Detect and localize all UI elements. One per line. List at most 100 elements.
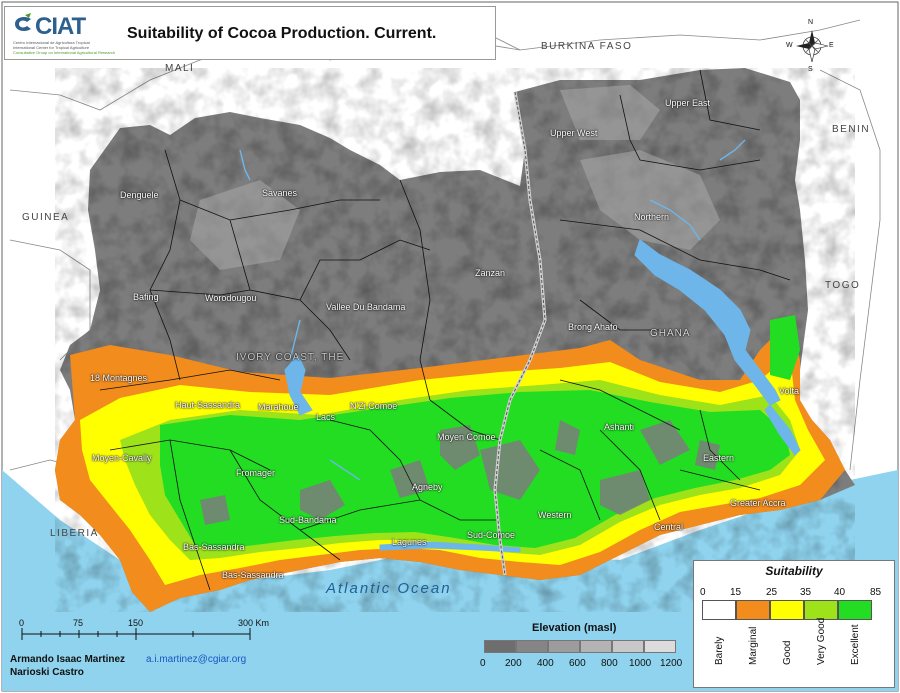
elevation-swatch-2 [548,640,580,653]
country-liberia: LIBERIA [50,528,99,539]
country-guinea: GUINEA [22,212,70,223]
region-upper-west: Upper West [550,128,598,138]
title-panel: CIAT Centro Internacional de Agricultura… [4,6,496,60]
suitability-legend-title: Suitability [765,564,823,578]
region-bas-sassandra-2: Bas-Sassandra [222,570,284,580]
suitability-legend: Suitability 0 15 25 35 40 85 Barely Marg… [693,560,895,688]
author-2: Narioski Castro [10,667,84,678]
region-lagunes: Lagunes [392,537,427,547]
zone-excellent-east [770,315,800,380]
elevation-break-200: 200 [505,658,522,669]
elevation-break-1000: 1000 [629,658,652,669]
region-worodougou: Worodougou [205,293,257,303]
coastal-lagoon [379,541,521,553]
region-agneby: Agneby [412,482,443,492]
suitability-class-good: Good [782,640,793,665]
region-greater-accra: Greater Accra [730,498,786,508]
elevation-swatch-4 [612,640,644,653]
suitability-swatch-excellent [838,600,872,620]
region-sud-bandama: Sud-Bandama [279,515,337,525]
suitability-break-25: 25 [766,587,778,598]
region-haut-sassandra: Haut-Sassandra [175,400,241,410]
region-sud-comoe: Sud-Comoe [467,530,516,540]
country-burkina-faso: BURKINA FASO [541,41,633,52]
region-brong-ahafo: Brong Ahafo [568,322,618,332]
region-fromager: Fromager [236,468,276,478]
suitability-zones [55,315,845,612]
elevation-swatch-0 [484,640,516,653]
suitability-break-0: 0 [700,587,706,598]
suitability-class-excellent: Excellent [850,624,861,665]
suitability-break-35: 35 [800,587,812,598]
region-nzi-comoe: N'Zi Comoe [350,401,398,411]
region-18-montagnes: 18 Montagnes [90,373,148,383]
region-moyen-comoe: Moyen Comoe [437,432,496,442]
author-email-link[interactable]: a.i.martinez@cgiar.org [146,654,247,665]
region-central: Central [654,522,684,532]
suitability-break-15: 15 [730,587,742,598]
logo-line-3: Consultative Group on International Agri… [13,50,116,55]
region-northern: Northern [634,212,670,222]
region-upper-east: Upper East [665,98,711,108]
compass-n: N [808,19,814,26]
north-arrow [796,30,829,63]
region-volta: Volta [779,386,800,396]
elevation-swatch-3 [580,640,612,653]
compass-s: S [808,66,813,73]
region-vallee-du-bandama: Vallee Du Bandama [326,302,406,312]
elevation-swatch-1 [516,640,548,653]
atlantic-ocean [2,470,898,691]
suitability-break-40: 40 [834,587,846,598]
logo-line-1: Centro Internacional de Agricultura Trop… [13,40,90,45]
suitability-class-marginal: Marginal [748,626,759,665]
region-bas-sassandra-1: Bas-Sassandra [183,542,245,552]
country-togo: TOGO [825,280,861,291]
country-ivory-coast: IVORY COAST, THE [236,352,345,363]
elevation-break-400: 400 [537,658,554,669]
elevation-break-0: 0 [480,658,486,669]
region-ashanti: Ashanti [604,422,635,432]
region-savanes: Savanes [262,188,298,198]
suitability-swatch-good [770,600,804,620]
elevation-legend-title: Elevation (masl) [532,622,617,634]
suitability-class-barely: Barely [714,636,725,665]
country-mali: MALI [165,63,195,74]
suitability-swatch-marginal [736,600,770,620]
region-denguele: Denguele [120,190,159,200]
ocean-label: Atlantic Ocean [326,580,452,597]
region-zanzan: Zanzan [475,268,506,278]
compass-w: W [786,42,793,49]
region-lacs: Lacs [316,412,336,422]
country-benin: BENIN [832,124,871,135]
elevation-break-1200: 1200 [660,658,683,669]
scale-bar [21,628,251,640]
region-western: Western [538,510,572,520]
lower-volta [764,404,801,456]
scale-tick-300: 300 Km [238,618,270,628]
author-1: Armando Isaac Martinez [10,654,126,665]
lake-kossou [284,354,313,416]
map-title: Suitability of Cocoa Production. Current… [127,25,437,42]
elevation-break-800: 800 [601,658,618,669]
compass-e: E [829,42,834,49]
region-marahoue: Marahoue [258,402,299,412]
lake-volta [634,239,781,406]
suitability-class-very-good: Very Good [816,617,827,665]
suitability-break-85: 85 [870,587,882,598]
scale-tick-150: 150 [128,618,144,628]
region-eastern: Eastern [703,453,735,463]
country-ghana: GHANA [650,328,691,339]
logo-line-2: International Center for Tropical Agricu… [13,45,90,50]
suitability-swatch-very-good [804,600,838,620]
scale-tick-0: 0 [19,618,25,628]
logo-wordmark: CIAT [35,13,86,40]
region-bafing: Bafing [133,292,159,302]
water-bodies [284,239,801,553]
elevation-swatch-5 [644,640,676,653]
suitability-swatch-barely [702,600,736,620]
ciat-logo-icon [15,13,31,32]
elevation-break-600: 600 [569,658,586,669]
admin-boundaries [99,69,791,591]
